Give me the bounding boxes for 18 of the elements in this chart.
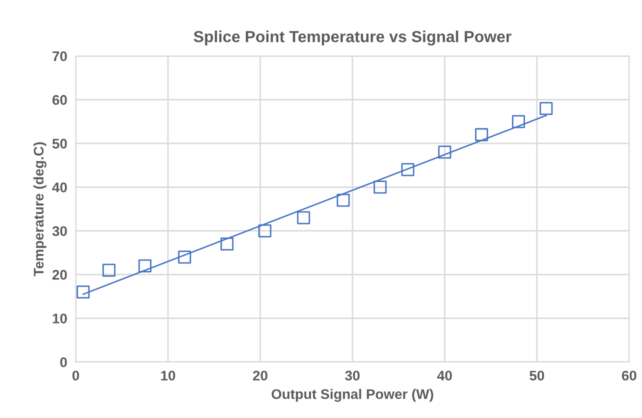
x-tick-label: 30 <box>345 370 360 381</box>
y-tick-label: 40 <box>52 182 67 192</box>
x-tick-label: 20 <box>252 370 268 381</box>
y-tick-label: 70 <box>52 51 67 62</box>
x-tick-label: 50 <box>530 370 544 381</box>
y-tick-label: 20 <box>52 270 67 280</box>
x-tick-label: 60 <box>622 370 636 381</box>
chart-title: Splice Point Temperature vs Signal Power <box>194 30 512 46</box>
y-tick-label: 0 <box>60 357 67 368</box>
y-tick-label: 60 <box>52 95 67 105</box>
y-tick-label: 10 <box>52 314 67 324</box>
x-tick-label: 10 <box>161 370 176 381</box>
y-tick-label: 50 <box>52 138 67 149</box>
y-axis-title: Temperature (deg.C) <box>33 142 46 276</box>
x-tick-label: 40 <box>437 370 452 381</box>
x-axis-title: Output Signal Power (W) <box>272 388 434 402</box>
y-tick-label: 30 <box>52 226 67 236</box>
x-tick-label: 0 <box>72 370 80 381</box>
